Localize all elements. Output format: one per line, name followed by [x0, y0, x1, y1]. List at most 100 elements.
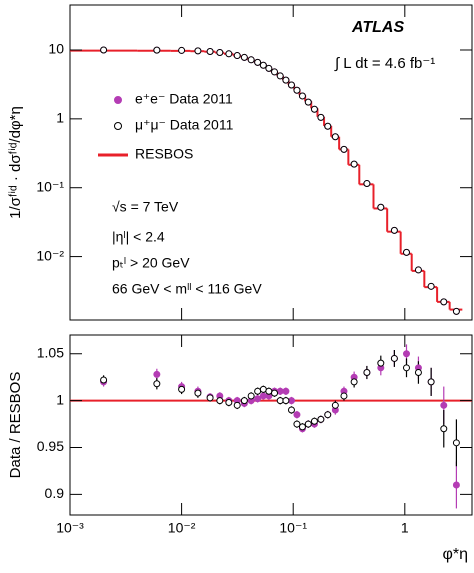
- data-point: [233, 52, 241, 60]
- x-tick-label: 10⁻³: [56, 520, 84, 536]
- data-point: [293, 420, 301, 428]
- data-point: [259, 61, 267, 69]
- annotation: pₜˡ > 20 GeV: [112, 255, 190, 271]
- data-point: [100, 376, 108, 384]
- annotation: ∫ L dt = 4.6 fb⁻¹: [334, 55, 435, 72]
- data-point: [402, 350, 410, 358]
- data-point: [282, 397, 290, 405]
- annotation: |ηˡ| < 2.4: [112, 229, 165, 245]
- data-point: [178, 385, 186, 393]
- data-point: [254, 58, 262, 66]
- y-tick-label: 1: [56, 391, 64, 407]
- data-point: [206, 394, 214, 402]
- y-tick-label: 1.05: [37, 344, 64, 360]
- data-point: [427, 282, 435, 290]
- data-point: [254, 395, 262, 403]
- data-point: [452, 439, 460, 447]
- data-point: [363, 369, 371, 376]
- data-point: [440, 401, 448, 409]
- x-tick-label: 10⁻¹: [279, 520, 307, 536]
- data-point: [254, 387, 262, 395]
- plot-area: [70, 344, 472, 509]
- legend-label: RESBOS: [135, 146, 193, 162]
- data-point: [276, 387, 284, 395]
- data-point: [178, 46, 186, 54]
- y-tick-label: 10⁻²: [36, 247, 64, 263]
- data-point: [240, 397, 248, 405]
- data-point: [247, 392, 255, 400]
- data-point: [100, 46, 108, 54]
- data-point: [304, 98, 312, 106]
- data-point: [452, 481, 460, 489]
- data-point: [276, 397, 284, 405]
- annotation: 66 GeV < mˡˡ < 116 GeV: [112, 281, 262, 297]
- data-point: [287, 81, 295, 89]
- data-point: [153, 370, 161, 378]
- data-point: [298, 423, 306, 431]
- data-point: [282, 387, 290, 395]
- data-point: [452, 307, 460, 315]
- data-point: [350, 160, 358, 168]
- y-tick-label: 0.9: [45, 485, 65, 501]
- data-point: [240, 53, 248, 61]
- data-point: [414, 369, 422, 376]
- data-point: [440, 425, 448, 433]
- annotation: ATLAS: [351, 19, 404, 36]
- data-point: [324, 122, 332, 130]
- data-point: [293, 86, 301, 94]
- data-point: [153, 46, 161, 54]
- ratio-frame: [69, 334, 473, 516]
- data-point: [317, 415, 325, 423]
- x-tick-label: 1: [401, 520, 409, 536]
- legend-label: μ⁺μ⁻ Data 2011: [135, 117, 234, 133]
- data-point: [282, 76, 290, 84]
- data-point: [265, 387, 273, 395]
- data-point: [317, 113, 325, 121]
- data-point: [271, 389, 279, 397]
- data-point: [265, 64, 273, 72]
- data-point: [287, 406, 295, 414]
- data-point: [194, 47, 202, 55]
- data-point: [206, 48, 214, 56]
- y-tick-label: 10: [48, 41, 64, 57]
- data-point: [324, 411, 332, 419]
- data-point: [225, 399, 233, 406]
- data-point: [377, 203, 385, 211]
- data-point: [390, 354, 398, 362]
- data-point: [350, 378, 358, 386]
- annotation: √s = 7 TeV: [112, 199, 179, 215]
- data-point: [233, 401, 241, 409]
- data-point: [304, 420, 312, 428]
- legend-swatch: [114, 122, 122, 130]
- data-point: [377, 359, 385, 367]
- plot-area: [70, 46, 463, 315]
- data-point: [216, 48, 224, 56]
- data-point: [331, 133, 339, 141]
- data-point: [293, 411, 301, 419]
- top-frame: [69, 4, 473, 321]
- y-axis-label: Data / RESBOS: [7, 372, 24, 479]
- data-point: [363, 180, 371, 188]
- data-point: [340, 392, 348, 400]
- legend-swatch: [114, 96, 122, 104]
- data-point: [340, 145, 348, 153]
- data-point: [216, 397, 224, 405]
- x-axis-label: φ*η: [443, 546, 469, 563]
- y-tick-label: 1: [56, 110, 64, 126]
- data-point: [402, 248, 410, 256]
- data-point: [153, 380, 161, 388]
- data-point: [247, 56, 255, 64]
- y-tick-label: 0.95: [37, 438, 64, 454]
- legend-label: e⁺e⁻ Data 2011: [135, 91, 233, 107]
- data-point: [225, 50, 233, 58]
- data-point: [298, 92, 306, 100]
- x-tick-label: 10⁻²: [168, 520, 196, 536]
- data-point: [390, 226, 398, 234]
- data-point: [276, 72, 284, 80]
- data-point: [331, 401, 339, 409]
- data-point: [402, 364, 410, 372]
- y-tick-label: 10⁻¹: [36, 178, 64, 194]
- data-point: [427, 378, 435, 386]
- data-point: [440, 298, 448, 306]
